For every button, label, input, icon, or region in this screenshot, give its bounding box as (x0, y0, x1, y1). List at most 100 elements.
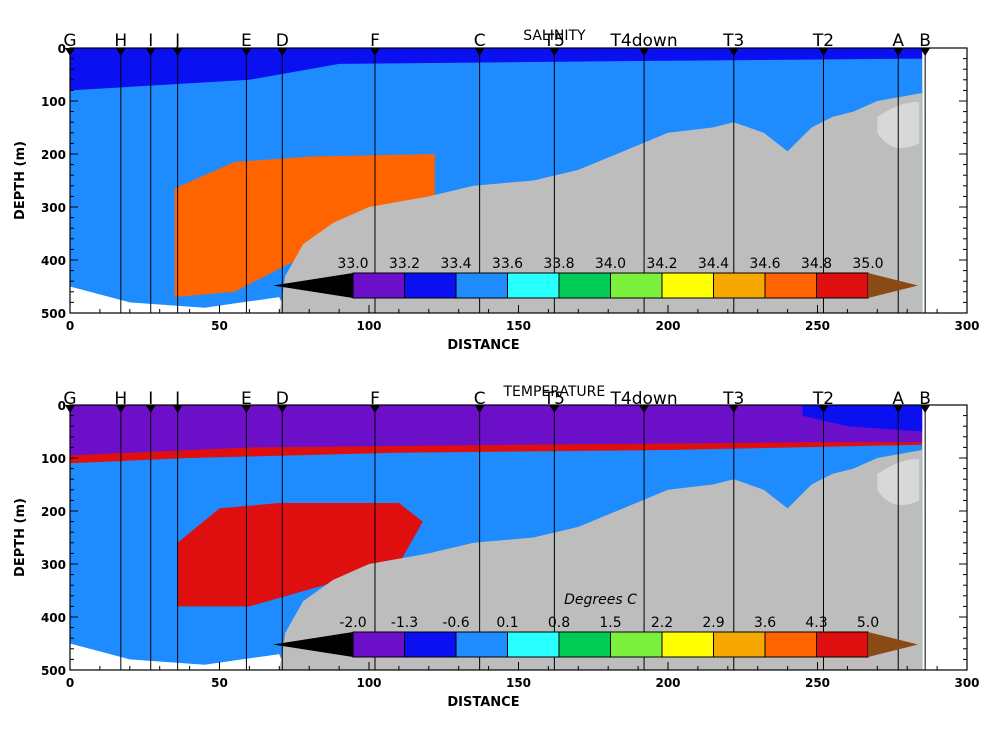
x-tick-label: 150 (506, 676, 531, 690)
colorbar-level-label: 34.6 (749, 256, 780, 272)
colorbar-level-label: 3.6 (754, 615, 776, 631)
colorbar-level-label: 34.0 (595, 256, 626, 272)
station-marker (639, 405, 650, 413)
station-label: I (148, 31, 153, 51)
contour-band (70, 48, 923, 91)
x-axis-label: DISTANCE (447, 695, 519, 710)
station-label: B (919, 389, 931, 409)
colorbar-level-label: -2.0 (339, 615, 366, 631)
x-tick-label: 300 (954, 676, 979, 690)
station-marker (145, 405, 156, 413)
station-label: T5 (543, 389, 565, 409)
colorbar-box (558, 631, 611, 658)
colorbar-level-label: 2.9 (702, 615, 724, 631)
station-marker (893, 405, 904, 413)
x-tick-label: 150 (506, 319, 531, 333)
colorbar-over-arrow (868, 632, 918, 657)
station-marker (549, 405, 560, 413)
station-label: G (63, 389, 76, 409)
core-water-mass (174, 154, 435, 298)
colorbar-level-label: 33.4 (440, 256, 471, 272)
station-label: H (114, 31, 127, 51)
colorbar-box (352, 272, 405, 299)
x-tick-label: 100 (356, 319, 381, 333)
colorbar-box (507, 631, 560, 658)
colorbar-box (816, 272, 869, 299)
colorbar-box (764, 631, 817, 658)
station-marker (474, 48, 485, 56)
y-tick-label: 500 (41, 664, 66, 678)
station-label: T2 (812, 389, 834, 409)
station-label: T5 (543, 31, 565, 51)
station-marker (241, 405, 252, 413)
seafloor-bathymetry (279, 450, 923, 670)
colorbar-box (455, 272, 508, 299)
colorbar-level-label: 33.0 (337, 256, 368, 272)
y-axis-label: DEPTH (m) (13, 498, 28, 577)
x-tick-label: 200 (655, 676, 680, 690)
station-marker (728, 405, 739, 413)
station-marker (241, 48, 252, 56)
colorbar-level-label: 5.0 (857, 615, 879, 631)
station-label: F (370, 389, 380, 409)
station-label: E (241, 31, 252, 51)
station-marker (639, 48, 650, 56)
colorbar-level-label: 33.2 (389, 256, 420, 272)
no-data-region (70, 286, 286, 313)
colorbar-box (404, 272, 457, 299)
colorbar-level-label: 4.3 (805, 615, 827, 631)
station-marker (145, 48, 156, 56)
station-marker (172, 405, 183, 413)
station-label: A (892, 31, 904, 51)
contour-band (70, 405, 923, 456)
station-label: H (114, 389, 127, 409)
station-label: J (174, 31, 180, 51)
x-axis-label: DISTANCE (447, 338, 519, 353)
y-tick-label: 100 (41, 452, 66, 466)
station-label: C (474, 389, 486, 409)
colorbar-box (816, 631, 869, 658)
core-water-mass (177, 503, 423, 607)
x-tick-label: 200 (655, 319, 680, 333)
panel-temperature: G H I J E D F C T5 T4down T3 T2 A B TEMPERATURE 0 100 200… (13, 384, 980, 710)
x-tick-label: 250 (805, 676, 830, 690)
y-tick-label: 500 (41, 307, 66, 321)
x-tick-label: 0 (66, 676, 74, 690)
x-tick-label: 0 (66, 319, 74, 333)
station-label: B (919, 31, 931, 51)
colorbar-level-label: 35.0 (852, 256, 883, 272)
station-label: C (474, 31, 486, 51)
colorbar-box (661, 631, 714, 658)
colorbar-level-label: 1.5 (599, 615, 621, 631)
colorbar-level-label: 0.8 (548, 615, 570, 631)
station-label: F (370, 31, 380, 51)
x-tick-label: 100 (356, 676, 381, 690)
station-marker (549, 48, 560, 56)
colorbar-under-arrow (273, 273, 353, 298)
station-marker (369, 48, 380, 56)
panel-salinity: G H I J E D F C T5 T4down T3 T2 A B SALINITY 0 100 200 300… (13, 28, 980, 353)
y-axis-label: DEPTH (m) (13, 141, 28, 220)
colorbar-level-label: 33.6 (492, 256, 523, 272)
colorbar-level-label: 34.4 (698, 256, 729, 272)
colorbar-box (610, 631, 663, 658)
y-tick-label: 400 (41, 611, 66, 625)
colorbar-box (610, 272, 663, 299)
colorbar-box (352, 631, 405, 658)
station-marker (818, 48, 829, 56)
colorbar-box (507, 272, 560, 299)
x-tick-label: 50 (211, 319, 228, 333)
station-label: T3 (722, 389, 744, 409)
y-tick-label: 200 (41, 148, 66, 162)
station-marker (172, 48, 183, 56)
y-tick-label: 400 (41, 254, 66, 268)
station-label: T4down (610, 31, 678, 51)
seafloor-bathymetry (279, 93, 923, 313)
station-marker (728, 48, 739, 56)
station-label: I (148, 389, 153, 409)
colorbar-level-label: 0.1 (496, 615, 518, 631)
station-label: J (174, 389, 180, 409)
colorbar-box (713, 631, 766, 658)
station-marker (115, 48, 126, 56)
